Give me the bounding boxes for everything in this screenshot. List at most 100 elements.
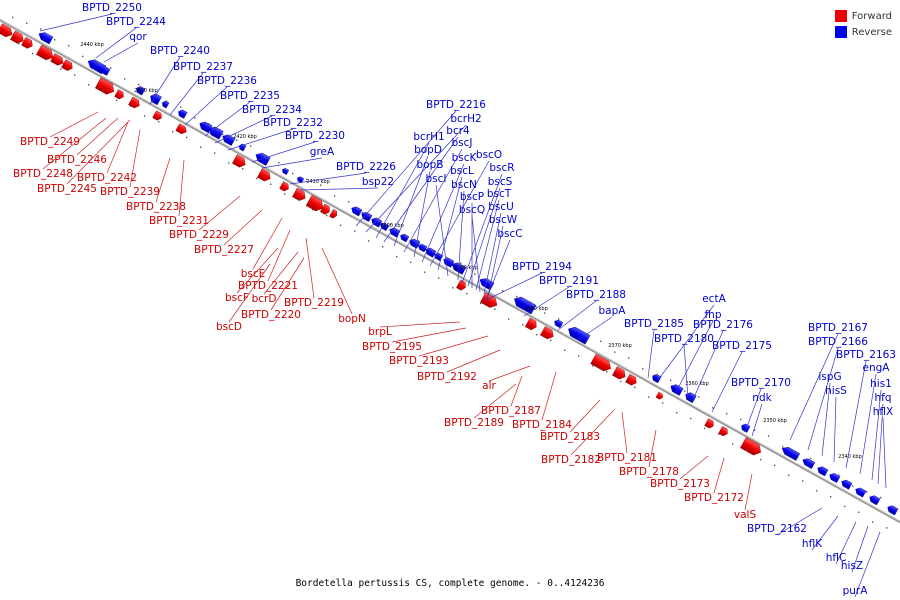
forward-gene[interactable]: [625, 373, 638, 387]
reverse-gene-label[interactable]: BPTD_2235: [220, 90, 280, 102]
reverse-gene[interactable]: [37, 30, 54, 45]
forward-gene[interactable]: [21, 36, 34, 50]
reverse-gene-label[interactable]: BPTD_2191: [539, 275, 599, 287]
forward-gene-label[interactable]: BPTD_2246: [47, 154, 107, 166]
reverse-gene-label[interactable]: BPTD_2163: [836, 349, 896, 361]
reverse-gene-label[interactable]: BPTD_2226: [336, 161, 396, 173]
reverse-gene-label[interactable]: hflC: [826, 552, 847, 564]
reverse-gene-label[interactable]: bscK: [452, 152, 478, 164]
reverse-gene-label[interactable]: BPTD_2234: [242, 104, 302, 116]
reverse-gene-label[interactable]: hflK: [802, 538, 823, 550]
reverse-gene[interactable]: [886, 504, 899, 516]
reverse-gene-label[interactable]: bapA: [599, 305, 627, 317]
reverse-gene[interactable]: [417, 243, 428, 253]
forward-gene[interactable]: [480, 292, 499, 310]
reverse-gene[interactable]: [350, 205, 363, 217]
forward-gene-label[interactable]: BPTD_2172: [684, 492, 744, 504]
forward-gene-label[interactable]: BPTD_2220: [241, 309, 301, 321]
reverse-gene-label[interactable]: bscS: [488, 176, 513, 188]
reverse-gene-label[interactable]: BPTD_2194: [512, 261, 572, 273]
forward-gene[interactable]: [175, 123, 189, 136]
forward-gene-label[interactable]: bcrD: [252, 293, 277, 305]
reverse-gene[interactable]: [566, 325, 591, 345]
forward-gene[interactable]: [540, 326, 555, 341]
reverse-gene-label[interactable]: hisS: [825, 385, 847, 397]
reverse-gene[interactable]: [379, 222, 390, 232]
forward-gene[interactable]: [61, 59, 74, 73]
reverse-gene[interactable]: [816, 465, 829, 477]
reverse-gene-label[interactable]: qor: [129, 31, 147, 43]
forward-gene-label[interactable]: BPTD_2182: [541, 454, 601, 466]
forward-gene[interactable]: [114, 89, 126, 100]
reverse-gene[interactable]: [238, 143, 247, 152]
forward-gene[interactable]: [10, 30, 25, 46]
reverse-gene-label[interactable]: fhp: [704, 309, 721, 321]
forward-gene-label[interactable]: BPTD_2249: [20, 136, 80, 148]
reverse-gene[interactable]: [148, 92, 162, 106]
forward-gene[interactable]: [718, 426, 730, 437]
reverse-gene[interactable]: [360, 211, 373, 222]
forward-gene-label[interactable]: BPTD_2239: [100, 186, 160, 198]
forward-gene-label[interactable]: valS: [734, 509, 757, 521]
reverse-gene-label[interactable]: BPTD_2240: [150, 45, 210, 57]
forward-gene[interactable]: [128, 96, 141, 110]
reverse-gene[interactable]: [161, 100, 170, 109]
reverse-gene-label[interactable]: hfq: [874, 392, 891, 404]
reverse-gene-label[interactable]: bcr4: [446, 125, 470, 137]
reverse-gene[interactable]: [512, 295, 537, 315]
forward-gene-label[interactable]: BPTD_2219: [284, 297, 344, 309]
reverse-gene-label[interactable]: BPTD_2180: [654, 333, 714, 345]
reverse-gene-label[interactable]: BPTD_2232: [263, 117, 323, 129]
forward-gene[interactable]: [329, 209, 338, 219]
reverse-gene-label[interactable]: BPTD_2244: [106, 16, 166, 28]
reverse-gene-label[interactable]: bscJ: [451, 137, 472, 149]
forward-gene-label[interactable]: BPTD_2227: [194, 244, 254, 256]
reverse-gene-label[interactable]: purA: [843, 585, 869, 597]
forward-gene-label[interactable]: BPTD_2193: [389, 355, 449, 367]
forward-gene-label[interactable]: BPTD_2245: [37, 183, 97, 195]
forward-gene-label[interactable]: BPTD_2229: [169, 229, 229, 241]
forward-gene[interactable]: [232, 154, 247, 170]
forward-gene-label[interactable]: BPTD_2248: [13, 168, 73, 180]
reverse-gene[interactable]: [553, 319, 564, 329]
forward-gene[interactable]: [305, 194, 326, 213]
reverse-gene-label[interactable]: BPTD_2237: [173, 61, 233, 73]
reverse-gene-label[interactable]: bcrH1: [413, 131, 444, 143]
forward-gene-label[interactable]: BPTD_2221: [238, 280, 298, 292]
forward-gene[interactable]: [292, 187, 307, 203]
forward-gene-label[interactable]: BPTD_2231: [149, 215, 209, 227]
reverse-gene[interactable]: [854, 486, 867, 498]
forward-gene[interactable]: [0, 23, 15, 40]
forward-gene[interactable]: [50, 53, 66, 67]
reverse-gene-label[interactable]: BPTD_2175: [712, 340, 772, 352]
reverse-gene-label[interactable]: BPTD_2185: [624, 318, 684, 330]
forward-gene-label[interactable]: BPTD_2187: [481, 405, 541, 417]
reverse-gene-label[interactable]: his1: [870, 378, 892, 390]
forward-gene[interactable]: [456, 279, 467, 292]
forward-gene-label[interactable]: BPTD_2181: [597, 452, 657, 464]
reverse-gene[interactable]: [198, 120, 213, 134]
reverse-gene[interactable]: [135, 85, 146, 96]
forward-gene[interactable]: [320, 203, 331, 216]
reverse-gene[interactable]: [254, 151, 271, 166]
reverse-gene-label[interactable]: bopD: [414, 144, 442, 156]
reverse-gene-label[interactable]: greA: [310, 146, 335, 158]
reverse-gene-label[interactable]: bscL: [450, 165, 474, 177]
reverse-gene-label[interactable]: bopB: [417, 159, 444, 171]
forward-gene[interactable]: [740, 437, 763, 457]
reverse-gene[interactable]: [684, 391, 697, 404]
reverse-gene[interactable]: [98, 65, 111, 76]
forward-gene-label[interactable]: bopN: [338, 313, 366, 325]
reverse-gene-label[interactable]: bsp22: [362, 176, 394, 188]
reverse-gene[interactable]: [840, 478, 853, 490]
reverse-gene-label[interactable]: bscW: [489, 214, 518, 226]
reverse-gene-label[interactable]: BPTD_2216: [426, 99, 486, 111]
forward-gene[interactable]: [152, 110, 164, 122]
reverse-gene-label[interactable]: hflX: [873, 406, 893, 418]
reverse-gene-label[interactable]: engA: [863, 362, 891, 374]
reverse-gene[interactable]: [442, 256, 455, 268]
reverse-gene-label[interactable]: ispG: [818, 371, 841, 383]
forward-gene[interactable]: [590, 353, 614, 373]
forward-gene[interactable]: [524, 317, 539, 332]
reverse-gene-label[interactable]: BPTD_2167: [808, 322, 868, 334]
